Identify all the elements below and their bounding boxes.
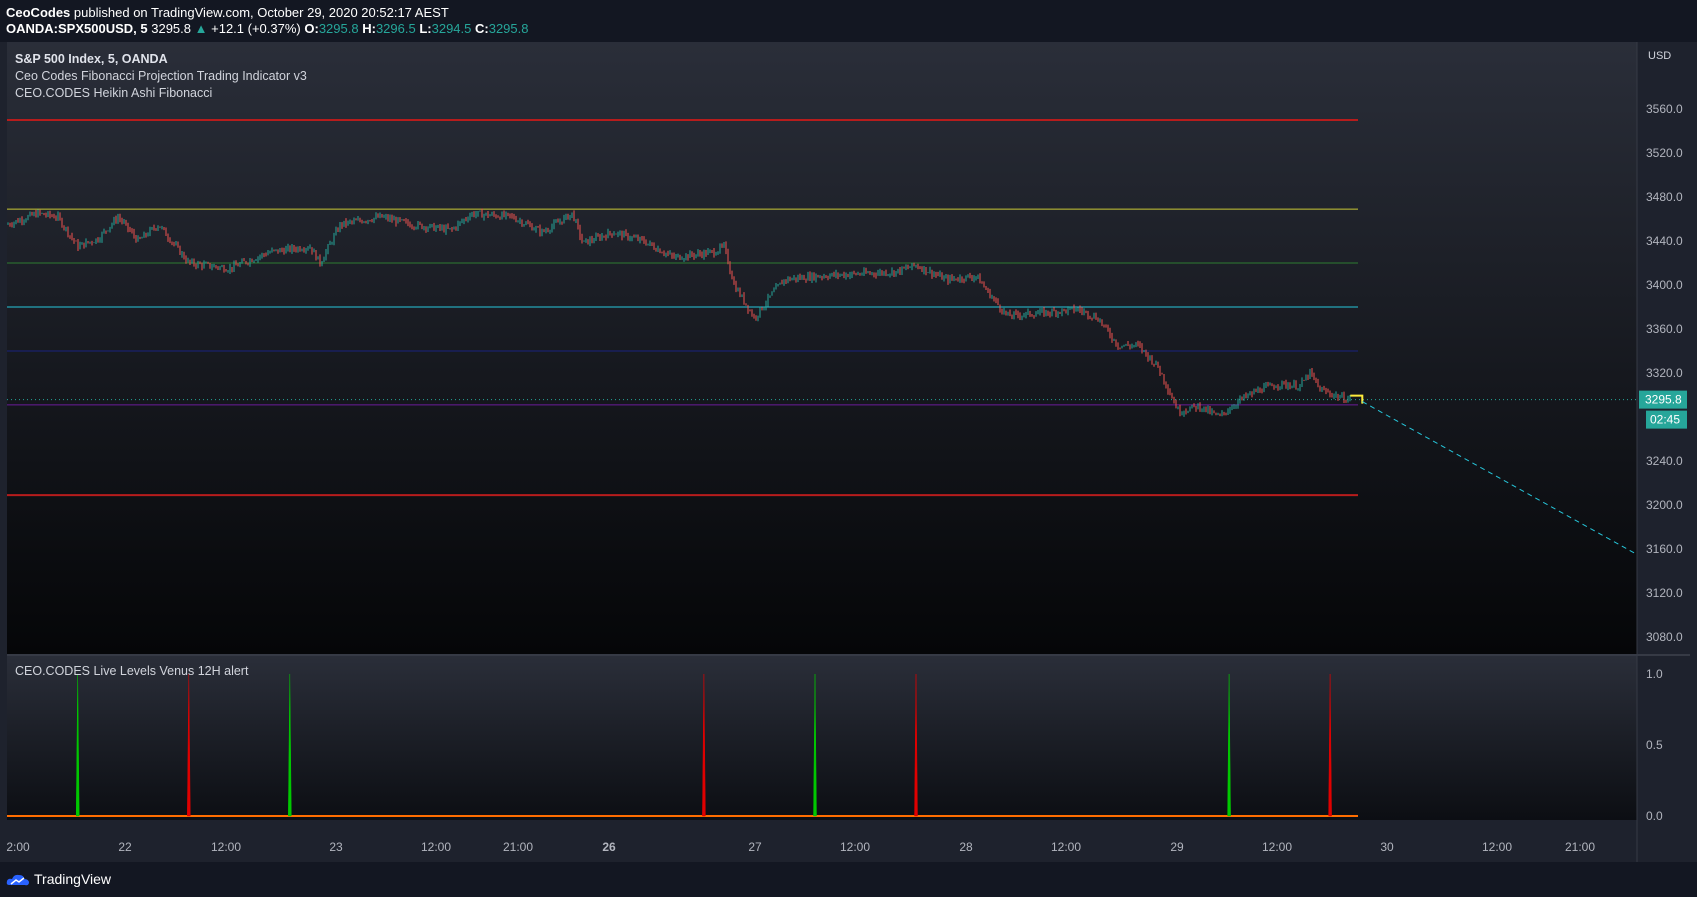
countdown-tag <box>1646 410 1687 429</box>
time-tick-label: 12:00 <box>421 840 451 854</box>
time-tick-label: 12:00 <box>840 840 870 854</box>
signal-spike <box>75 673 80 817</box>
signal-spike <box>1227 673 1231 817</box>
signal-spike <box>187 673 191 817</box>
tradingview-logo-icon[interactable] <box>6 872 30 888</box>
last-price-tag <box>1639 390 1687 409</box>
close-value: 3295.8 <box>488 21 529 36</box>
time-tick-label: 28 <box>959 840 973 854</box>
tradingview-brand[interactable]: TradingView <box>34 871 112 887</box>
time-tick-label: 21:00 <box>1565 840 1595 854</box>
currency-label: USD <box>1648 50 1671 62</box>
projection-line <box>1362 401 1638 555</box>
indicator-tick-label: 0.5 <box>1646 738 1663 752</box>
price-tick-label: 3080.0 <box>1646 630 1683 644</box>
price-ticks: 3560.0 3520.0 3480.0 3440.0 3400.0 3360.0 3320… <box>1646 50 1683 644</box>
time-tick-label: 12:00 <box>211 840 241 854</box>
countdown-tag-text: 02:45 <box>1650 413 1680 427</box>
price-tick-label: 3240.0 <box>1646 454 1683 468</box>
signal-spike <box>813 673 817 817</box>
price-tick-label: 3520.0 <box>1646 146 1683 160</box>
alert-spikes <box>7 673 1358 817</box>
last-price: 3295.8 <box>151 21 191 36</box>
open-value: 3295.8 <box>318 21 359 36</box>
time-tick-label: 12:00 <box>1051 840 1081 854</box>
price-tick-label: 3160.0 <box>1646 542 1683 556</box>
signal-spike <box>702 673 706 817</box>
last-price-tag-text: 3295.8 <box>1645 393 1682 407</box>
indicator-tick-label: 1.0 <box>1646 667 1663 681</box>
price-tick-label: 3360.0 <box>1646 322 1683 336</box>
low-label: L: <box>419 21 432 36</box>
publish-header: CeoCodes published on TradingView.com, O… <box>0 0 1697 42</box>
open-label: O: <box>304 21 319 36</box>
price-tick-label: 3400.0 <box>1646 278 1683 292</box>
low-value: 3294.5 <box>431 21 472 36</box>
author-name[interactable]: CeoCodes <box>6 5 71 20</box>
time-axis[interactable] <box>7 820 1690 862</box>
price-tick-label: 3120.0 <box>1646 586 1683 600</box>
chart-canvas[interactable]: 3560.0 3520.0 3480.0 3440.0 3400.0 3360.0 3320… <box>0 42 1697 862</box>
close-label: C: <box>475 21 489 36</box>
change-up-icon: ▲ <box>194 21 208 36</box>
price-tags: 3295.8 02:45 <box>1639 390 1687 429</box>
time-tick-label: 22 <box>118 840 132 854</box>
fib-levels <box>7 119 1358 497</box>
symbol-label: OANDA:SPX500USD, 5 <box>6 21 148 36</box>
main-pane <box>7 42 1637 654</box>
indicator-label-heikin[interactable]: CEO.CODES Heikin Ashi Fibonacci <box>15 86 213 100</box>
chart-title[interactable]: S&P 500 Index, 5, OANDA <box>15 52 168 66</box>
time-tick-label: 26 <box>602 840 616 854</box>
indicator-label-fib[interactable]: Ceo Codes Fibonacci Projection Trading I… <box>15 69 307 83</box>
indicator-ticks: 1.0 0.5 0.0 <box>1646 667 1663 823</box>
price-tick-label: 3200.0 <box>1646 498 1683 512</box>
overlay <box>7 394 1638 555</box>
price-tick-label: 3560.0 <box>1646 102 1683 116</box>
signal-spike <box>288 673 292 817</box>
time-tick-label: 21:00 <box>503 840 533 854</box>
publish-info: published on TradingView.com, October 29… <box>73 5 449 20</box>
indicator-pane <box>7 656 1637 820</box>
indicator-tick-label: 0.0 <box>1646 809 1663 823</box>
signal-spike <box>1328 673 1332 817</box>
price-tick-label: 3440.0 <box>1646 234 1683 248</box>
time-tick-label: 2:00 <box>6 840 30 854</box>
candles <box>7 208 1351 417</box>
indicator-label-venus[interactable]: CEO.CODES Live Levels Venus 12H alert <box>15 664 249 678</box>
time-tick-label: 29 <box>1170 840 1184 854</box>
time-tick-label: 27 <box>748 840 762 854</box>
time-tick-label: 12:00 <box>1482 840 1512 854</box>
high-value: 3296.5 <box>375 21 416 36</box>
time-tick-label: 30 <box>1380 840 1394 854</box>
signal-spike <box>914 673 918 817</box>
high-label: H: <box>362 21 376 36</box>
price-tick-label: 3320.0 <box>1646 366 1683 380</box>
price-axis[interactable] <box>1637 42 1690 820</box>
time-tick-label: 23 <box>329 840 343 854</box>
time-ticks: 2:00 22 12:00 23 12:00 21:00 26 27 12:00 28 12:00 2… <box>6 840 1595 854</box>
footer <box>0 862 1697 897</box>
change-value: +12.1 (+0.37%) <box>211 21 301 36</box>
time-tick-label: 12:00 <box>1262 840 1292 854</box>
price-tick-label: 3480.0 <box>1646 190 1683 204</box>
ohlc-line: OANDA:SPX500USD, 5 3295.8 ▲ +12.1 (+0.37… <box>6 21 528 36</box>
projection-marker <box>1350 394 1364 404</box>
publish-line: CeoCodes published on TradingView.com, O… <box>6 5 449 20</box>
